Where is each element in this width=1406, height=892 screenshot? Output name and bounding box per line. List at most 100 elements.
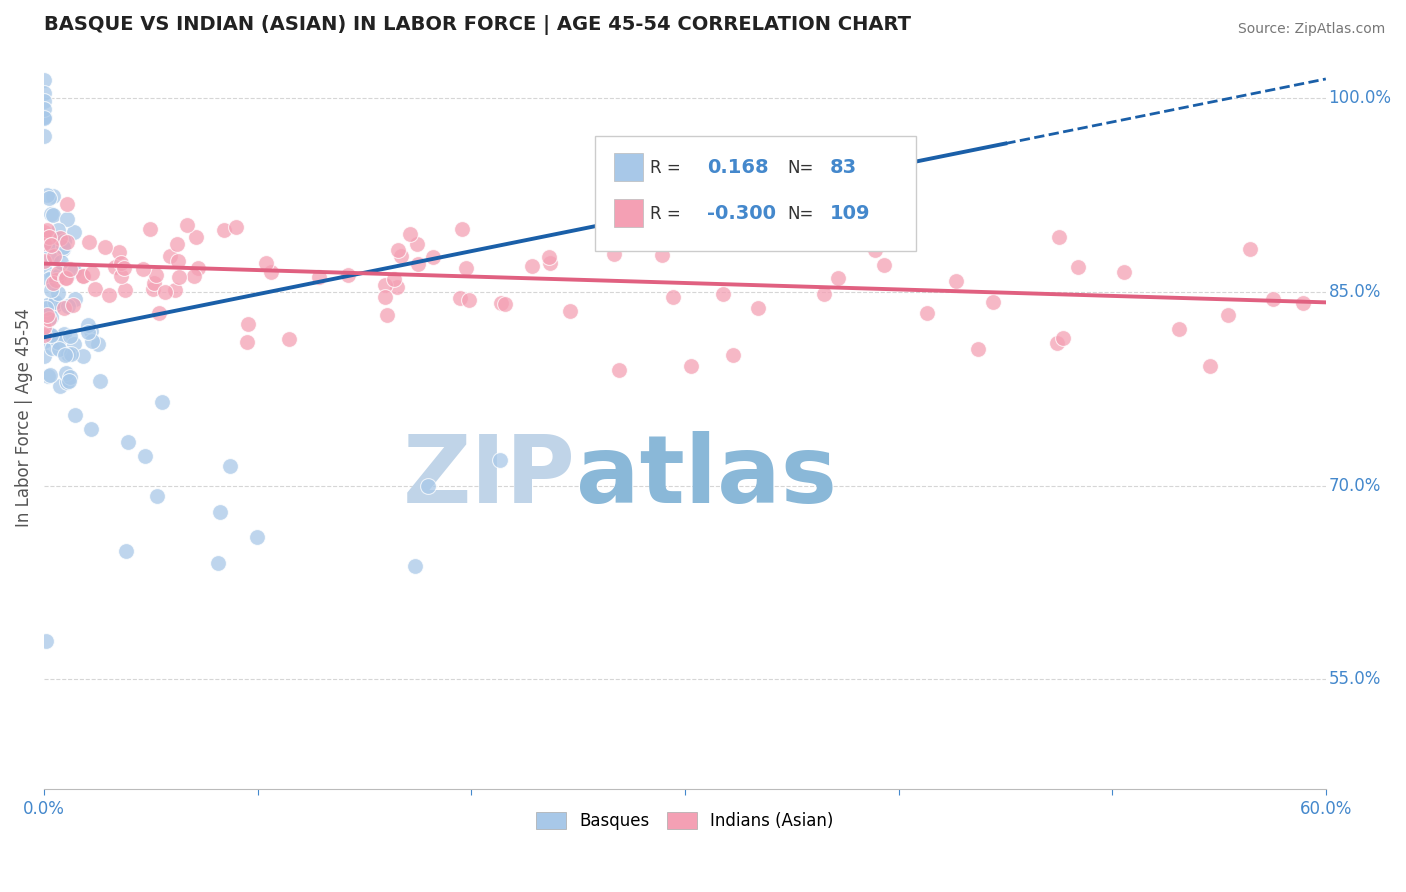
Point (56, 299, 79, 313)
Point (1067, 260, 1090, 274)
Point (1292, 295, 1315, 310)
Point (34, 228, 56, 243)
Point (32, 94, 55, 108)
Point (150, 395, 173, 409)
Point (45, 231, 67, 245)
Point (375, 308, 398, 322)
Point (77, 235, 100, 249)
Point (1167, 322, 1189, 336)
Point (110, 268, 132, 283)
Point (80, 324, 103, 338)
Point (44, 295, 66, 310)
Point (80, 334, 103, 348)
Point (51, 240, 73, 254)
Point (41, 341, 63, 355)
Point (93, 240, 115, 254)
Point (260, 265, 283, 279)
Point (389, 249, 412, 263)
Point (77, 326, 100, 340)
Point (139, 221, 162, 235)
Point (167, 253, 190, 268)
Point (558, 304, 581, 318)
Point (32, 103, 55, 117)
Point (42, 208, 65, 222)
Point (520, 259, 543, 273)
Point (32, 261, 55, 276)
Point (398, 227, 420, 242)
Point (489, 296, 512, 310)
Point (374, 278, 396, 293)
Point (35, 187, 58, 202)
Point (48, 343, 70, 357)
Point (89, 374, 111, 388)
Point (48, 231, 70, 245)
Point (721, 348, 744, 362)
Point (153, 285, 176, 299)
Point (32, 320, 55, 334)
Point (51, 254, 73, 268)
Point (408, 257, 430, 271)
Point (494, 297, 516, 311)
Point (609, 363, 631, 377)
Point (39, 310, 62, 325)
Point (38, 311, 60, 326)
Point (45, 273, 67, 287)
Point (48, 268, 70, 282)
Point (72, 268, 94, 283)
Point (56, 235, 79, 250)
Point (77, 318, 100, 332)
Point (39, 238, 62, 252)
Point (236, 318, 259, 332)
Point (32, 86, 55, 100)
Point (39, 250, 62, 264)
Point (46, 223, 69, 237)
Point (966, 342, 988, 356)
Point (44, 249, 66, 263)
Point (308, 269, 330, 284)
Point (134, 449, 156, 463)
Point (63, 292, 86, 306)
Point (163, 283, 186, 297)
Point (37, 240, 59, 254)
Point (538, 256, 561, 270)
Point (35, 308, 58, 322)
Point (59, 347, 82, 361)
Point (945, 275, 967, 289)
Point (245, 530, 267, 544)
Point (32, 225, 55, 239)
Point (662, 290, 685, 304)
Point (32, 328, 55, 343)
Point (225, 220, 247, 235)
Point (80, 422, 103, 436)
Point (55, 367, 77, 381)
Point (873, 258, 896, 272)
Point (1199, 359, 1222, 373)
Point (132, 262, 155, 277)
Point (62, 298, 84, 312)
Point (382, 272, 405, 286)
Point (603, 247, 626, 261)
Point (35, 633, 58, 648)
Legend: Basques, Indians (Asian): Basques, Indians (Asian) (530, 805, 841, 837)
Point (35, 298, 58, 312)
Point (142, 282, 165, 296)
Text: 100.0%: 100.0% (1329, 89, 1392, 107)
Point (72, 349, 94, 363)
Point (115, 544, 138, 558)
Point (32, 253, 55, 268)
Point (208, 505, 231, 519)
Point (32, 110, 55, 124)
Point (1263, 292, 1285, 306)
Point (711, 287, 734, 301)
FancyBboxPatch shape (595, 136, 915, 251)
Text: ZIP: ZIP (404, 432, 576, 524)
Point (46, 334, 69, 349)
Point (32, 334, 55, 348)
Point (110, 255, 132, 269)
Point (32, 72, 55, 87)
Point (207, 556, 229, 570)
Point (148, 306, 170, 320)
Point (41, 283, 63, 297)
Point (52, 234, 75, 248)
Point (55, 375, 77, 389)
